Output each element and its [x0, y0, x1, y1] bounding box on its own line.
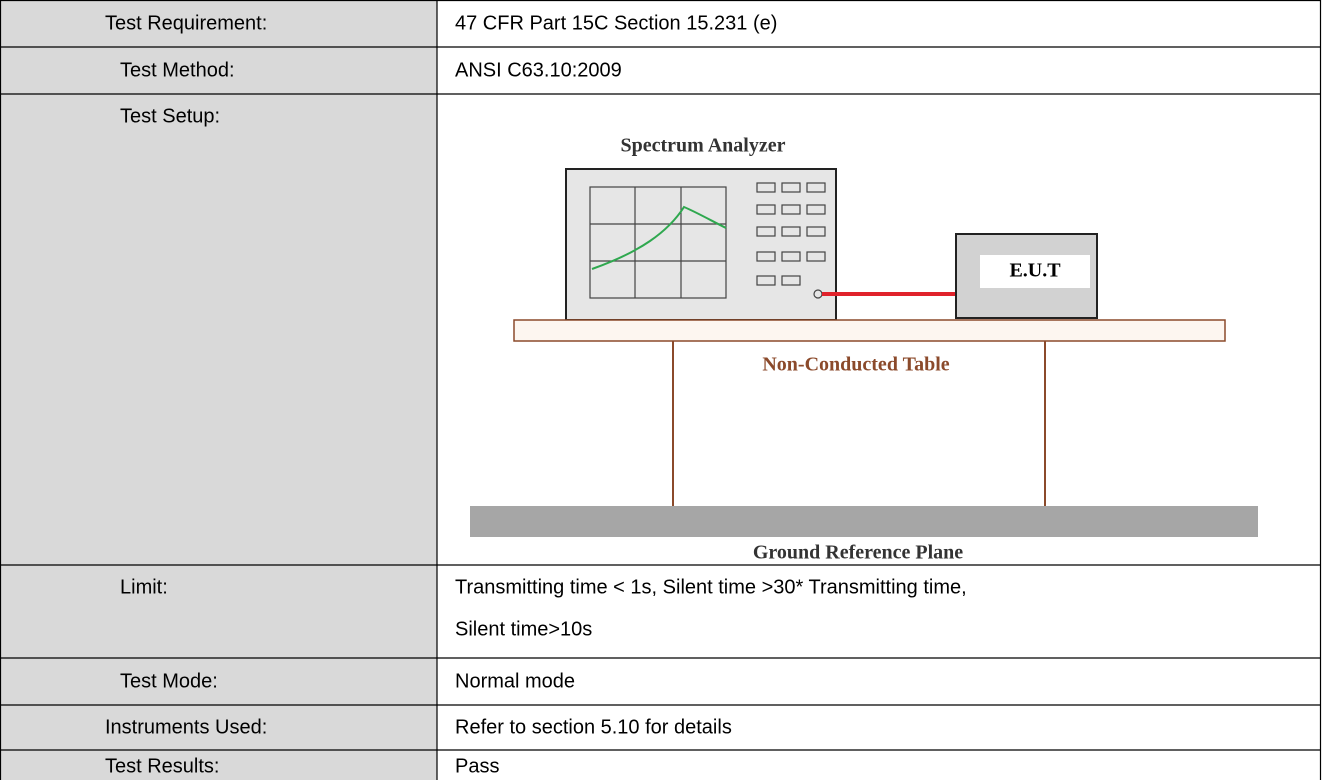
row-value: Silent time>10s: [455, 618, 592, 640]
eut-label: E.U.T: [1009, 260, 1061, 282]
row-value: 47 CFR Part 15C Section 15.231 (e): [455, 12, 777, 34]
row-value: ANSI C63.10:2009: [455, 59, 622, 81]
row-value: Transmitting time < 1s, Silent time >30*…: [455, 576, 967, 598]
table-label: Non-Conducted Table: [762, 354, 949, 376]
buttons: [756, 182, 826, 299]
row-value: Refer to section 5.10 for details: [455, 716, 732, 738]
row-label: Test Setup:: [120, 105, 220, 127]
table-top: [513, 319, 1226, 342]
row-value: Pass: [455, 755, 499, 777]
row-label: Test Mode:: [120, 670, 218, 692]
analyzer: [565, 168, 837, 321]
label-column: [0, 0, 437, 780]
row-label: Test Requirement:: [105, 12, 267, 34]
row-label: Instruments Used:: [105, 716, 267, 738]
eut-label-bg: [980, 255, 1090, 288]
row-value: Normal mode: [455, 670, 575, 692]
ground-label: Ground Reference Plane: [753, 542, 963, 564]
analyzer-label: Spectrum Analyzer: [621, 135, 786, 157]
row-label: Test Method:: [120, 59, 235, 81]
ground-plane: [470, 506, 1258, 537]
row-label: Limit:: [120, 576, 168, 598]
trace: [591, 205, 727, 270]
row-label: Test Results:: [105, 755, 219, 777]
setup-diagram: Spectrum Analyzer E.U.T Non-Conducted Ta…: [470, 135, 1258, 564]
